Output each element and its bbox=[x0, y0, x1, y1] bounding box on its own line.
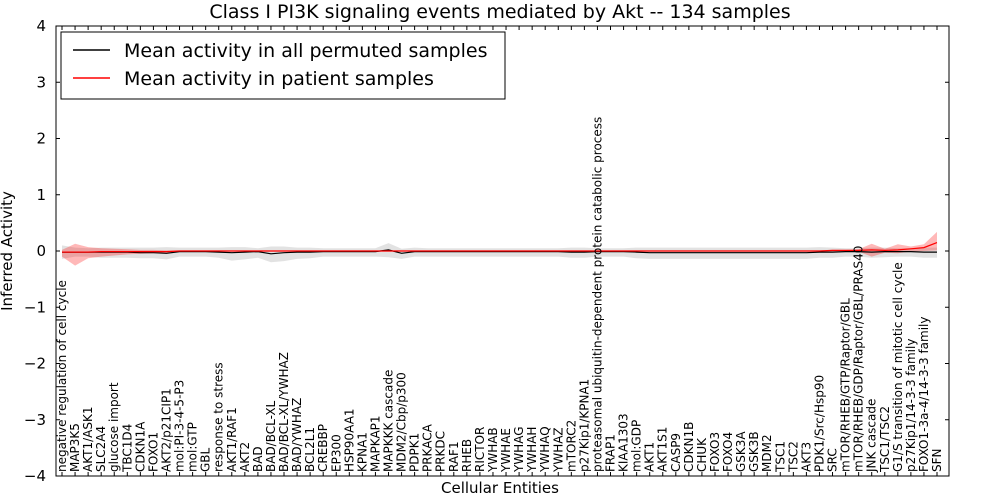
x-tick-label: p27Kip1/KPNA1 bbox=[577, 379, 591, 472]
legend-label-permuted: Mean activity in all permuted samples bbox=[124, 40, 487, 62]
y-axis-ticks: −4 −3 −2 −1 0 1 2 3 4 bbox=[24, 17, 949, 485]
x-tick-label: MDM2/Cbp/p300 bbox=[395, 372, 409, 472]
legend-label-patient: Mean activity in patient samples bbox=[124, 68, 434, 90]
x-tick-label: FOXO1 bbox=[146, 432, 160, 472]
x-tick-label: RAF1 bbox=[447, 441, 461, 472]
x-tick-label: CHUK bbox=[695, 437, 709, 472]
chart-title: Class I PI3K signaling events mediated b… bbox=[209, 1, 790, 23]
permuted-band bbox=[62, 243, 937, 263]
x-tick-label: EP300 bbox=[329, 434, 343, 472]
x-tick-label: response to stress bbox=[212, 362, 226, 472]
x-tick-label: MAP3K5 bbox=[68, 423, 82, 472]
legend: Mean activity in all permuted samples Me… bbox=[60, 31, 506, 100]
x-tick-label: BAD bbox=[251, 446, 265, 472]
x-tick-label: SLC2A4 bbox=[94, 426, 108, 472]
x-tick-label: AKT1/ASK1 bbox=[81, 407, 95, 472]
x-tick-label: PDK1/Src/Hsp90 bbox=[812, 375, 826, 472]
y-tick-label: −2 bbox=[24, 355, 46, 373]
x-tick-label: GSK3A bbox=[734, 431, 748, 472]
x-tick-label: CDKN1B bbox=[682, 422, 696, 472]
x-tick-label: AKT1 bbox=[643, 442, 657, 472]
x-tick-label: mTOR/RHEB/GDP/Raptor/GBL/PRAS40 bbox=[852, 246, 866, 472]
x-tick-label: MDM2 bbox=[760, 434, 774, 472]
x-tick-label: FRAP1 bbox=[604, 434, 618, 472]
x-tick-label: FOXO3 bbox=[708, 432, 722, 472]
x-tick-label: proteasomal ubiquitin-dependent protein … bbox=[590, 117, 604, 472]
x-tick-label: KPNA1 bbox=[355, 432, 369, 472]
legend-box bbox=[60, 31, 506, 100]
x-tick-label: AKT2/p21CIP1 bbox=[159, 388, 173, 472]
x-tick-label: glucose import bbox=[107, 382, 121, 472]
y-tick-label: 4 bbox=[36, 17, 46, 35]
x-tick-label: FOXO1-3a-4/14-3-3 family bbox=[917, 317, 931, 473]
y-tick-label: 3 bbox=[36, 73, 46, 91]
x-tick-label: GSK3B bbox=[747, 431, 761, 472]
x-tick-label: TBC1D4 bbox=[120, 424, 134, 473]
y-tick-label: −1 bbox=[24, 298, 46, 316]
series-lines bbox=[62, 242, 938, 255]
y-axis-label: Inferred Activity bbox=[0, 191, 16, 311]
confidence-bands bbox=[62, 231, 937, 266]
y-tick-label: 1 bbox=[36, 186, 46, 204]
y-tick-label: −3 bbox=[24, 411, 46, 429]
x-tick-label: BAD/BCL-XL bbox=[264, 400, 278, 472]
x-tick-label: HSP90AA1 bbox=[342, 408, 356, 472]
x-tick-label: TSC1 bbox=[773, 441, 787, 473]
x-tick-label: YWHAG bbox=[512, 426, 526, 473]
x-tick-label: G1/S transition of mitotic cell cycle bbox=[891, 262, 905, 472]
x-tick-label: CDKN1A bbox=[133, 421, 147, 472]
x-tick-label: JNK cascade bbox=[865, 399, 879, 473]
x-tick-label: TSC2 bbox=[786, 441, 800, 473]
x-tick-label: MAPKAP1 bbox=[368, 415, 382, 472]
x-axis-ticks: negative regulation of cell cycle MAP3K5 A… bbox=[55, 26, 944, 476]
x-tick-label: AKT3 bbox=[799, 442, 813, 472]
x-tick-label: CASP9 bbox=[669, 433, 683, 472]
x-tick-label: FOXO4 bbox=[721, 432, 735, 472]
x-tick-label: BAD/YWHAZ bbox=[290, 398, 304, 472]
x-tick-label: AKT2 bbox=[238, 442, 252, 472]
x-tick-label: CREBBP bbox=[316, 424, 330, 472]
patient-mean-line bbox=[62, 242, 938, 253]
y-tick-label: −4 bbox=[24, 467, 46, 485]
x-tick-label: negative regulation of cell cycle bbox=[55, 280, 69, 472]
x-tick-label: TSC1/TSC2 bbox=[878, 406, 892, 473]
x-tick-label: mol:GDP bbox=[630, 420, 644, 472]
x-tick-label: RICTOR bbox=[473, 427, 487, 472]
x-tick-label: mTOR/RHEB/GTP/Raptor/GBL bbox=[839, 298, 853, 472]
x-tick-label: BAD/BCL-XL/YWHAZ bbox=[277, 352, 291, 472]
x-tick-label: YWHAZ bbox=[551, 427, 565, 473]
x-tick-label: mol:PI-3-4-5-P3 bbox=[173, 380, 187, 472]
x-tick-label: mol:GTP bbox=[186, 422, 200, 472]
x-tick-label: KIAA1303 bbox=[617, 413, 631, 472]
x-tick-label: MAPKKK cascade bbox=[381, 370, 395, 472]
x-tick-label: PDPK1 bbox=[408, 433, 422, 472]
plot-frame bbox=[55, 25, 950, 477]
x-tick-label: AKT1/RAF1 bbox=[225, 407, 239, 472]
x-tick-label: RHEB bbox=[460, 439, 474, 472]
x-tick-label: SRC bbox=[826, 448, 840, 472]
x-tick-label: mTORC2 bbox=[564, 420, 578, 472]
x-tick-label: YWHAB bbox=[486, 427, 500, 473]
x-axis-label: Cellular Entities bbox=[441, 479, 559, 497]
y-tick-label: 0 bbox=[36, 242, 46, 260]
x-tick-label: YWHAE bbox=[499, 428, 513, 473]
x-tick-label: YWHAQ bbox=[538, 426, 552, 473]
x-tick-label: p27Kip1/14-3-3 family bbox=[904, 339, 918, 472]
x-tick-label: GBL bbox=[199, 447, 213, 472]
x-tick-label: PRKACA bbox=[421, 423, 435, 472]
x-tick-label: BCL2L1 bbox=[303, 427, 317, 472]
x-tick-label: AKT1S1 bbox=[656, 427, 670, 472]
x-tick-label: PRKDC bbox=[434, 431, 448, 472]
x-tick-label: SFN bbox=[930, 449, 944, 473]
y-tick-label: 2 bbox=[36, 130, 46, 148]
x-tick-label: YWHAH bbox=[525, 427, 539, 473]
